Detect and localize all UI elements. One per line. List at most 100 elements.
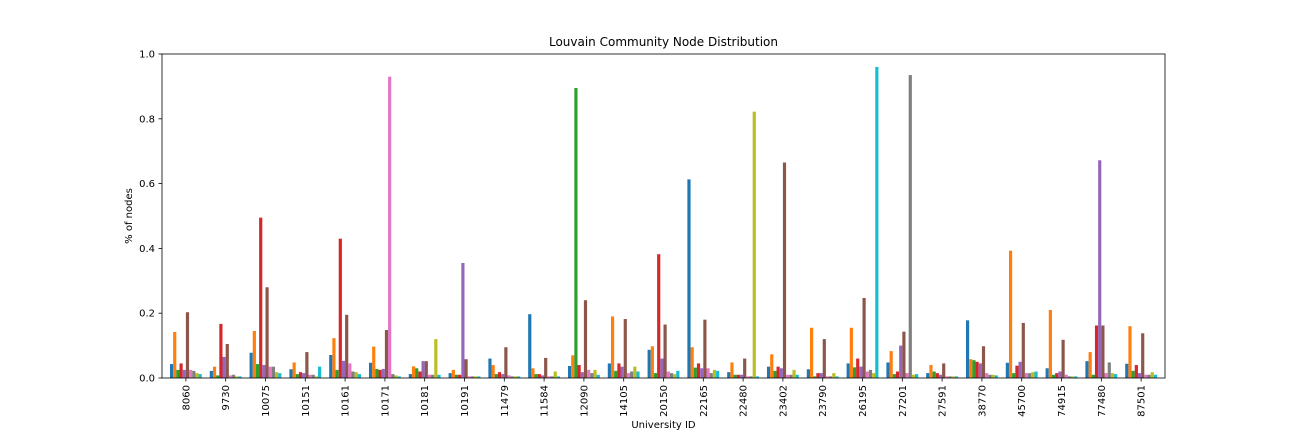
bar-9730-s7 xyxy=(232,374,236,378)
bar-12090-s0 xyxy=(567,366,572,378)
bar-38770-s9 xyxy=(994,375,998,378)
y-tick-label: 0.8 xyxy=(139,114,155,125)
bar-20150-s6 xyxy=(666,371,670,378)
bar-87501-s1 xyxy=(1128,326,1132,378)
bar-77480-s9 xyxy=(1114,374,1118,378)
bar-23402-s0 xyxy=(766,366,771,378)
bar-20150-s9 xyxy=(676,370,680,378)
bar-10151-s4 xyxy=(302,373,306,378)
bar-22480-s0 xyxy=(727,372,731,378)
bar-23790-s5 xyxy=(822,339,826,378)
bar-12090-s5 xyxy=(583,300,588,378)
x-tick-label: 22165 xyxy=(699,385,710,417)
bar-77480-s6 xyxy=(1104,373,1108,378)
bar-10191-s0 xyxy=(448,373,452,378)
bar-12090-s2 xyxy=(574,88,578,379)
bar-14105-s0 xyxy=(607,363,611,378)
bar-10181-s2 xyxy=(415,368,419,378)
bar-10161-s6 xyxy=(348,363,352,378)
bar-9730-s9 xyxy=(238,376,242,378)
x-tick-label: 26195 xyxy=(858,385,869,417)
bar-74915-s6 xyxy=(1064,374,1068,378)
bar-20150-s3 xyxy=(657,254,661,378)
bar-10075-s2 xyxy=(255,364,260,378)
bar-23790-s9 xyxy=(835,376,839,378)
bar-10161-s9 xyxy=(357,374,361,378)
bar-26195-s1 xyxy=(849,327,853,378)
x-tick-label: 8060 xyxy=(181,385,192,410)
bar-26195-s7 xyxy=(868,369,873,378)
bar-8060-s3 xyxy=(179,363,183,378)
chart-title: Louvain Community Node Distribution xyxy=(549,35,778,49)
bar-87501-s2 xyxy=(1131,370,1135,378)
bar-22165-s5 xyxy=(703,319,707,378)
bar-14105-s9 xyxy=(636,371,640,378)
bar-87501-s8 xyxy=(1150,372,1154,378)
bar-23402-s6 xyxy=(786,374,790,378)
bar-11584-s0 xyxy=(528,314,532,378)
bar-12090-s9 xyxy=(596,374,600,378)
bar-20150-s4 xyxy=(660,358,664,378)
bar-11479-s5 xyxy=(504,347,508,378)
x-tick-label: 23790 xyxy=(818,385,829,417)
x-axis: 8060 9730 10075 10151 10161 10171 10181 10191 11… xyxy=(181,378,1148,417)
bar-38770-s4 xyxy=(978,363,982,378)
bar-22165-s4 xyxy=(700,368,704,378)
bar-11479-s7 xyxy=(510,376,514,378)
bar-10151-s9 xyxy=(318,366,322,378)
bar-10075-s7 xyxy=(271,366,276,378)
bar-11479-s9 xyxy=(517,376,521,378)
bar-11584-s4 xyxy=(540,375,545,378)
bar-26195-s3 xyxy=(856,358,860,378)
x-tick-label: 23402 xyxy=(778,385,789,417)
bar-77480-s5 xyxy=(1101,325,1105,378)
bar-10161-s7 xyxy=(351,371,355,378)
bar-10171-s2 xyxy=(375,368,379,378)
bar-10171-s3 xyxy=(378,369,382,378)
bar-38770-s5 xyxy=(981,346,986,378)
bar-10161-s4 xyxy=(341,360,346,378)
bar-26195-s2 xyxy=(852,367,857,378)
bar-27591-s5 xyxy=(942,363,946,378)
bar-10181-s8 xyxy=(434,339,438,378)
bar-12090-s1 xyxy=(571,355,575,378)
bar-11584-s3 xyxy=(537,374,541,378)
bar-10191-s5 xyxy=(464,359,468,378)
bar-12090-s6 xyxy=(587,369,591,378)
bar-11479-s6 xyxy=(507,375,511,378)
bar-10151-s0 xyxy=(289,369,293,378)
bar-27591-s8 xyxy=(951,376,955,378)
bar-11584-s6 xyxy=(547,376,551,378)
bar-10191-s8 xyxy=(474,376,478,378)
bar-23402-s3 xyxy=(776,366,780,378)
bar-77480-s0 xyxy=(1085,361,1089,378)
bar-38770-s1 xyxy=(969,359,973,378)
y-tick-label: 0.4 xyxy=(139,244,155,255)
bar-27591-s3 xyxy=(935,373,939,378)
bar-10181-s9 xyxy=(437,374,441,378)
bar-26195-s8 xyxy=(872,373,876,378)
bar-27201-s9 xyxy=(915,374,919,378)
x-tick-label: 27201 xyxy=(898,385,909,417)
bar-8060-s6 xyxy=(189,369,193,378)
bar-10191-s6 xyxy=(467,376,471,378)
bar-23402-s4 xyxy=(779,368,783,378)
bar-45700-s6 xyxy=(1024,373,1029,378)
bar-10171-s8 xyxy=(394,375,398,378)
bar-10161-s0 xyxy=(329,355,333,378)
bar-11479-s2 xyxy=(494,374,498,378)
bar-38770-s2 xyxy=(972,360,976,378)
x-tick-label: 10181 xyxy=(420,385,431,417)
bar-11584-s2 xyxy=(534,374,538,378)
bar-87501-s3 xyxy=(1134,365,1138,378)
bar-22480-s5 xyxy=(743,358,747,378)
bar-10191-s4 xyxy=(461,262,465,378)
bar-11584-s9 xyxy=(556,376,561,378)
bar-27201-s2 xyxy=(892,374,896,378)
x-tick-label: 10151 xyxy=(301,385,312,417)
bar-74915-s1 xyxy=(1048,309,1052,378)
bar-10151-s3 xyxy=(298,372,303,378)
bar-22480-s4 xyxy=(739,374,744,378)
bar-23402-s9 xyxy=(795,374,799,378)
y-tick-label: 0.2 xyxy=(139,309,155,320)
